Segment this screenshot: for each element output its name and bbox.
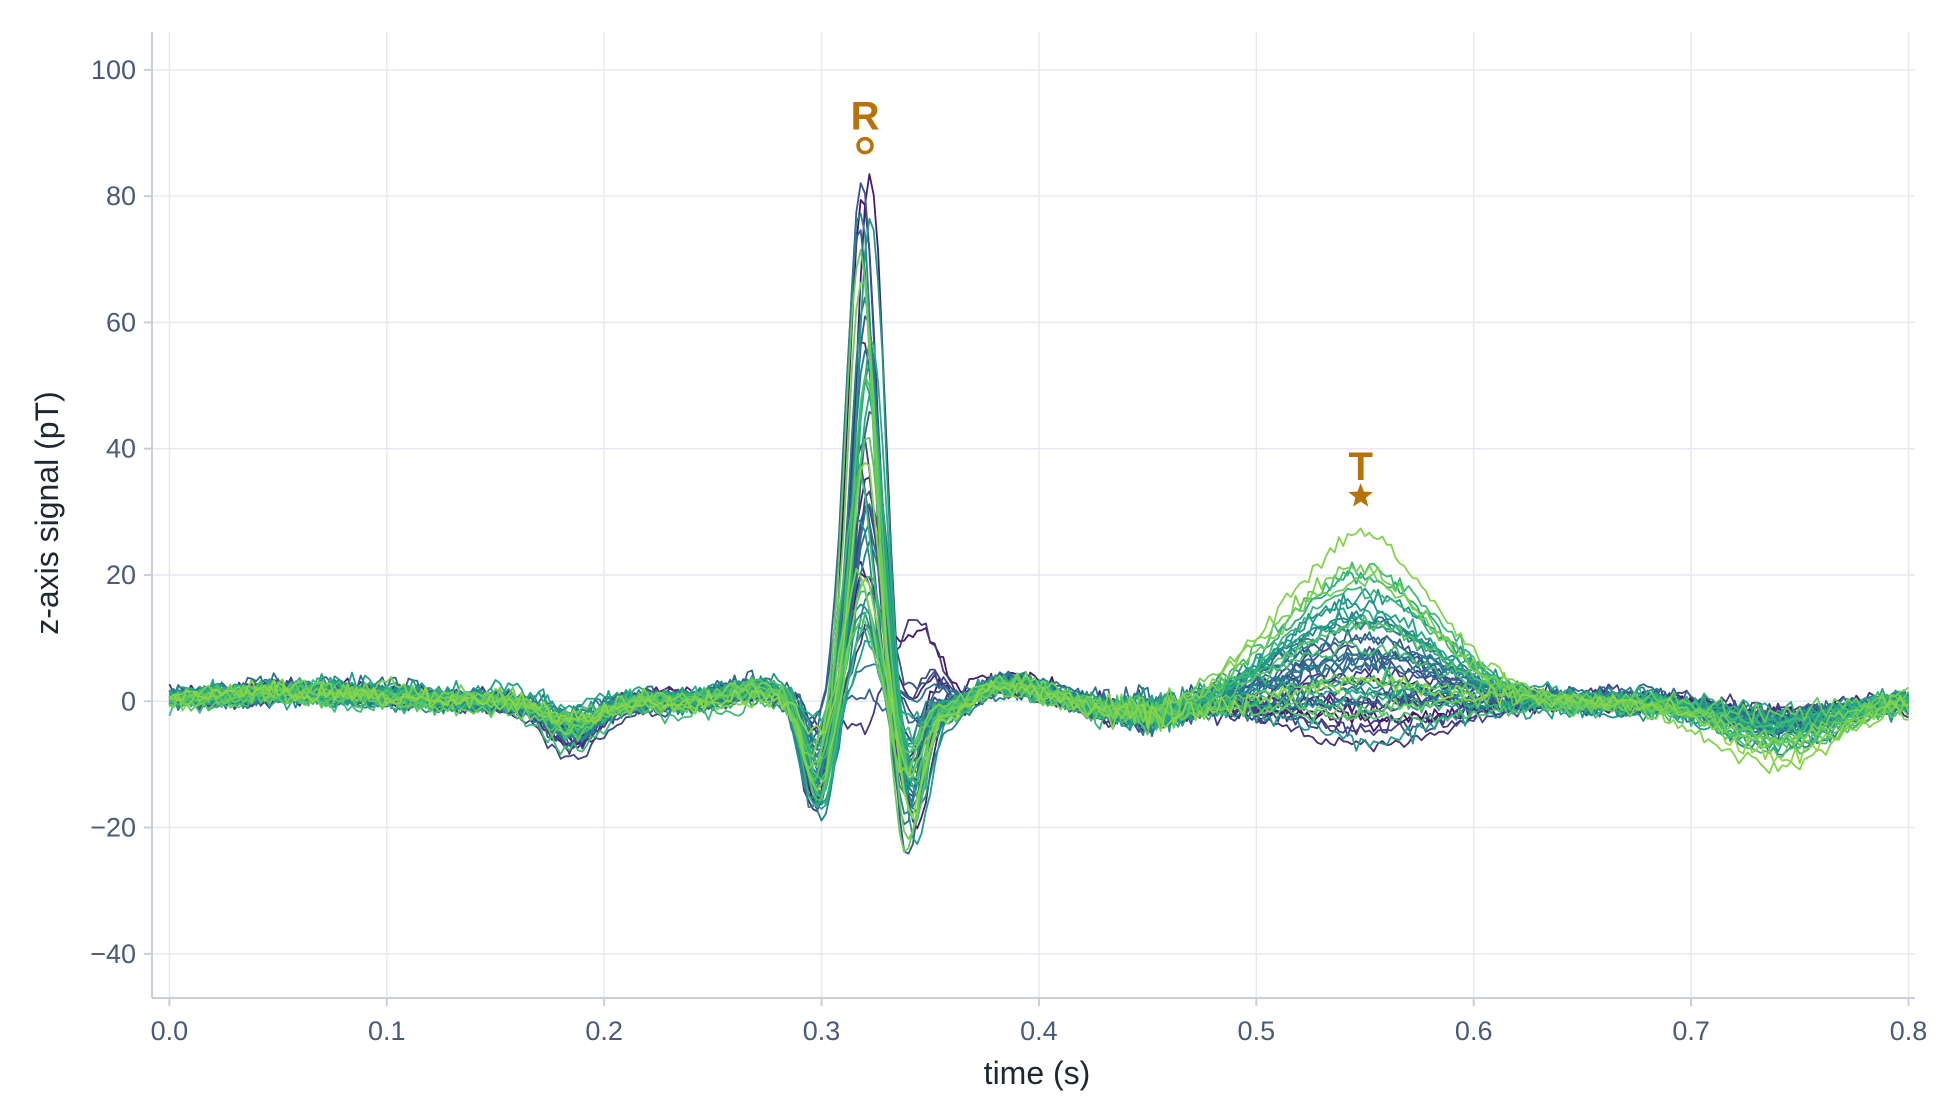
x-tick-label: 0.7 [1672,1016,1710,1046]
y-tick-label: 60 [106,307,136,337]
signal-trace [168,461,1909,819]
x-tick-label: 0.6 [1455,1016,1493,1046]
annotation-circle-marker [856,136,874,155]
annotations-layer: RT [851,95,1373,507]
y-axis-title: z-axis signal (pT) [29,391,65,635]
x-tick-label: 0.1 [368,1016,406,1046]
annotation-star-marker [1348,483,1373,507]
y-tick-label: 0 [121,686,136,716]
y-tick-label: 100 [91,55,136,85]
y-tick-label: 20 [106,560,136,590]
signal-trace [168,561,1910,797]
y-tick-label: −40 [90,939,136,969]
x-axis-title: time (s) [984,1055,1091,1091]
x-tick-label: 0.4 [1020,1016,1058,1046]
axes-layer: 0.0 0.1 0.2 0.3 0.4 0.5 0.6 0.7 0.8 100 80 60 40 20 0 −… [90,32,1927,1046]
x-tick-label: 0.2 [585,1016,623,1046]
x-tick-label: 0.8 [1890,1016,1928,1046]
signal-traces [168,173,1910,855]
grid-layer [152,32,1915,998]
annotation-r: R [851,95,880,155]
y-tick-label: 80 [106,181,136,211]
signal-trace [169,527,1909,792]
y-tick-label: 40 [106,434,136,464]
x-tick-label: 0.3 [803,1016,841,1046]
y-tick-label: −20 [90,813,136,843]
annotation-label: R [851,95,880,139]
x-tick-label: 0.0 [151,1016,189,1046]
annotation-label: T [1348,445,1372,489]
x-tick-label: 0.5 [1238,1016,1276,1046]
annotation-t: T [1348,445,1373,507]
